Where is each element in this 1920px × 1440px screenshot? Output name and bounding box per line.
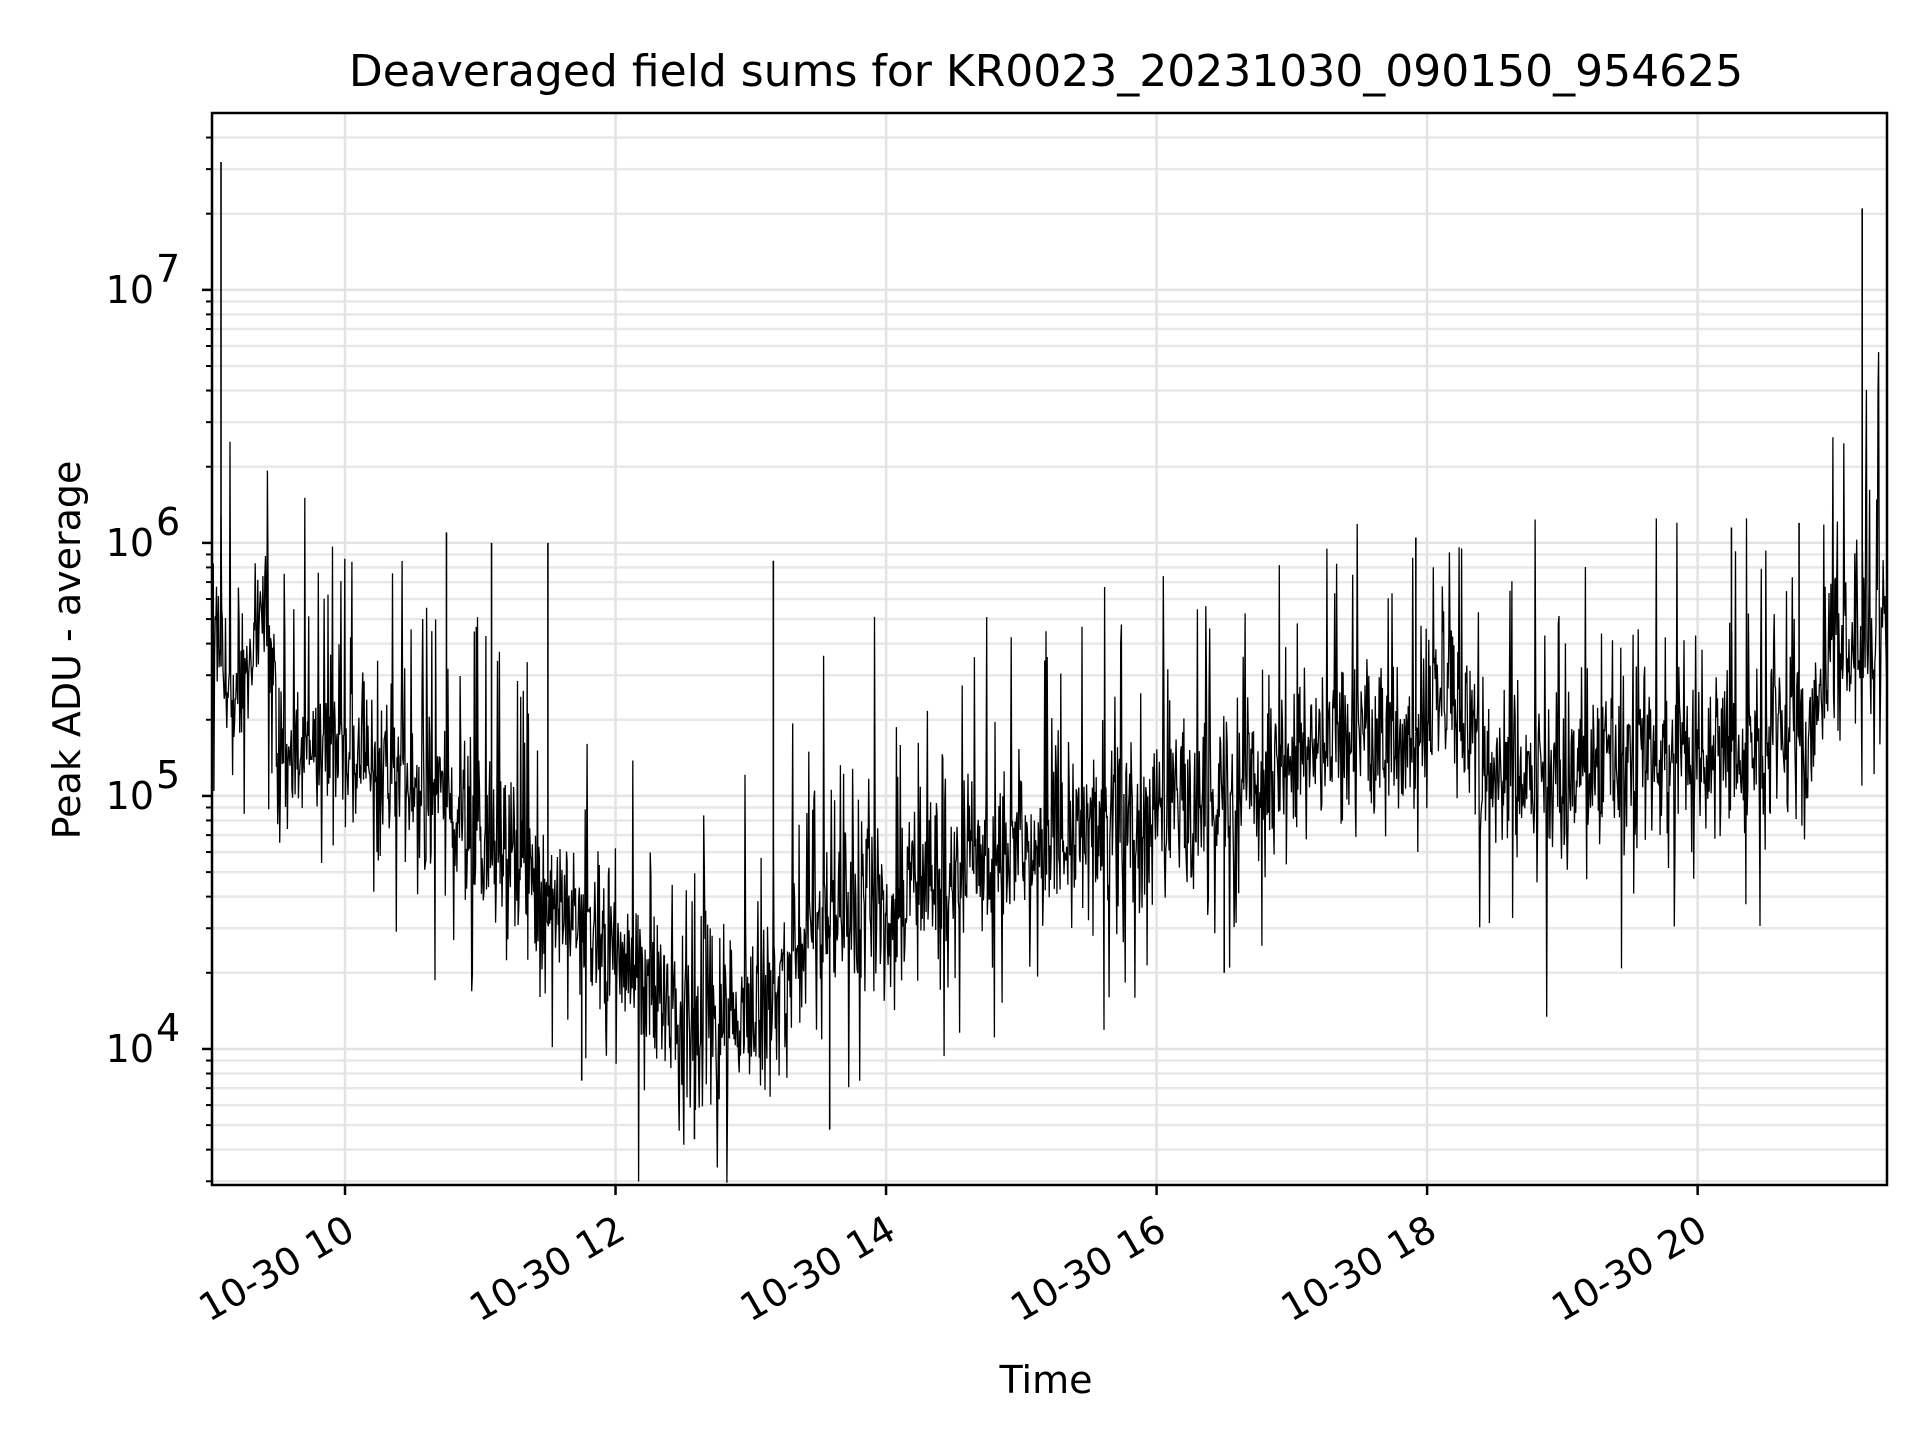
y-tick-label: 10 — [106, 1027, 154, 1071]
plot-frame — [210, 111, 1889, 1187]
chart-title: Deaveraged field sums for KR0023_2023103… — [349, 46, 1743, 97]
y-tick-label: 10 — [106, 521, 154, 565]
series-line — [211, 352, 1888, 1183]
y-tick-label: 10 — [106, 774, 154, 818]
x-axis-label: Time — [999, 1358, 1093, 1402]
series-layer — [211, 162, 1888, 1183]
y-tick-exponent: 6 — [156, 500, 180, 544]
y-tick-label: 10 — [106, 268, 154, 312]
y-tick-exponent: 7 — [156, 247, 180, 291]
y-tick-exponent: 4 — [156, 1006, 180, 1050]
y-tick-exponent: 5 — [156, 753, 180, 797]
y-axis-label: Peak ADU - average — [45, 461, 89, 840]
